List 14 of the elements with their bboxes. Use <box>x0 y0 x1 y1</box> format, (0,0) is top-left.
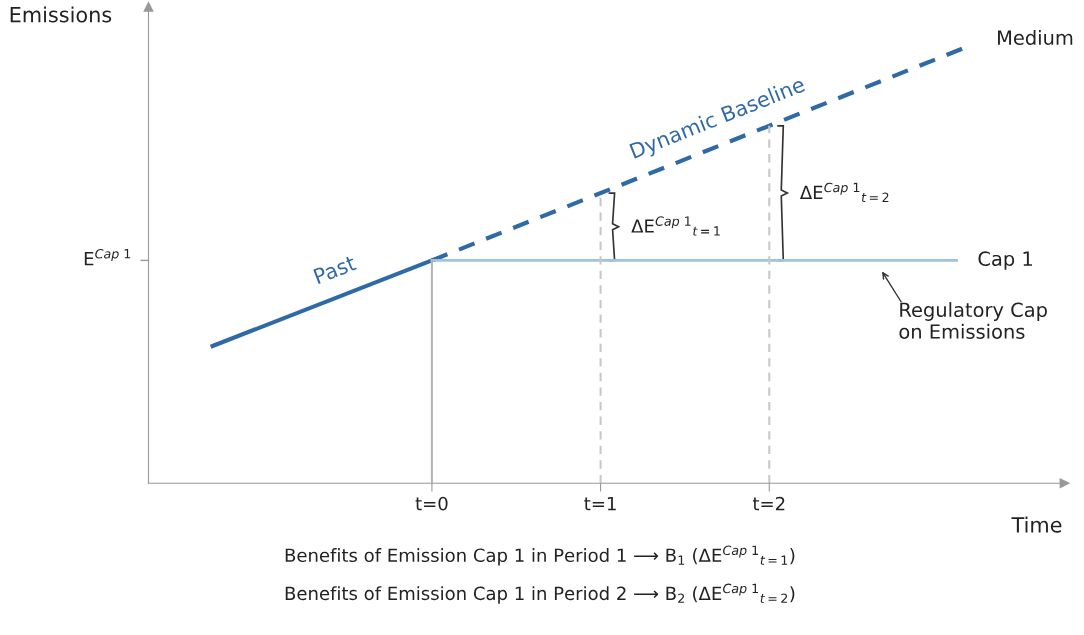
ref-line-label: E$^{Cap 1}$ <box>84 248 131 266</box>
x-tick-label: t=0 <box>415 496 448 511</box>
x-tick-label: t=2 <box>752 496 785 511</box>
text: Benefits of Emission Cap 1 in Period 1 ⟶ B$_{1}$ (ΔE$^{Cap 1}$$_{t=1}$) <box>285 545 795 566</box>
x-axis-title: Time <box>1011 516 1062 533</box>
text: Benefits of Emission Cap 1 in Period 2 ⟶ B$_{2}$ (ΔE$^{Cap 1}$$_{t=2}$) <box>285 583 795 604</box>
annotation: ΔE$^{Cap 1}$$_{t=1}$ <box>631 216 720 236</box>
annotation: Regulatory Cap on Emissions <box>899 302 1047 339</box>
annotation: ΔE$^{Cap 1}$$_{t=2}$ <box>799 182 889 202</box>
x-tick-label: t=1 <box>584 496 616 511</box>
series-label: Cap 1 <box>978 251 1032 270</box>
annotation: Medium <box>998 29 1073 46</box>
y-axis-title: Emissions <box>10 6 112 23</box>
text: Past <box>313 254 357 285</box>
